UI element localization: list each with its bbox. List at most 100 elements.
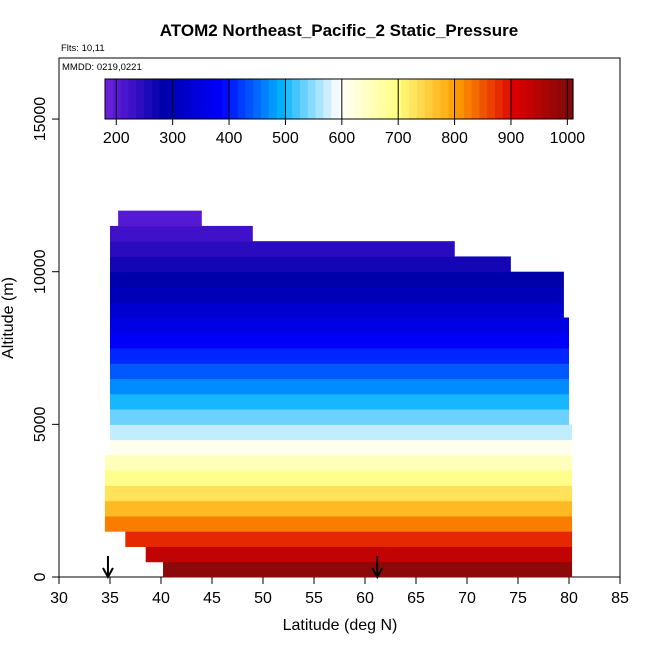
y-tick-label: 5000 [32, 406, 49, 442]
y-axis-label: Altitude (m) [0, 277, 17, 359]
pressure-cell [110, 256, 511, 273]
colorbar-ticks: 200 300 400 500 600 700 800 900 1000 [103, 79, 585, 147]
x-axis-ticks: 30 35 40 45 50 55 60 65 70 75 80 85 [50, 577, 629, 607]
pressure-cell [110, 409, 569, 425]
colorbar-swatch [448, 79, 457, 119]
y-tick-label: 10000 [32, 249, 49, 294]
colorbar-swatch [471, 79, 480, 119]
flight-arrows [102, 556, 384, 580]
colorbar-swatch [456, 79, 465, 119]
pressure-cell [110, 378, 569, 395]
colorbar-swatch [190, 79, 200, 119]
x-axis-label: Latitude (deg N) [283, 617, 398, 634]
arrow-head [371, 567, 384, 580]
pressure-cell [110, 286, 564, 303]
colorbar-swatch [541, 79, 551, 119]
colorbar-swatch [463, 79, 473, 119]
colorbar-tick-label: 300 [159, 130, 186, 147]
colorbar-swatch [105, 79, 114, 119]
y-tick-label: 0 [32, 572, 49, 581]
colorbar-swatch [268, 79, 278, 119]
colorbar-swatch [159, 79, 168, 119]
colorbar-swatch [549, 79, 558, 119]
pressure-cell [110, 225, 253, 242]
colorbar-tick-label: 500 [272, 130, 299, 147]
colorbar-swatch [307, 79, 317, 119]
x-tick-label: 80 [560, 590, 578, 607]
pressure-cell [110, 363, 569, 380]
colorbar-swatch [432, 79, 441, 119]
pressure-cell [110, 241, 455, 257]
pressure-cell [104, 500, 573, 517]
colorbar-tick-label: 600 [328, 130, 355, 147]
colorbar-tick-label: 900 [498, 130, 525, 147]
colorbar-swatch [331, 79, 340, 119]
colorbar-swatch [151, 79, 161, 119]
pressure-cell [104, 454, 573, 471]
pressure-cell [104, 485, 573, 502]
colorbar-swatch [339, 79, 348, 119]
data-cells [104, 210, 573, 578]
colorbar-tick-label: 200 [103, 130, 130, 147]
pressure-cell [104, 470, 573, 486]
colorbar-swatch [222, 79, 231, 119]
colorbar-swatch [557, 79, 566, 119]
pressure-cell [145, 546, 573, 563]
colorbar-swatch [292, 79, 301, 119]
pressure-cell [110, 317, 569, 334]
pressure-cell [110, 393, 569, 410]
colorbar-swatch [237, 79, 246, 119]
colorbar-swatch [229, 79, 239, 119]
flights-label: Flts: 10,11 [61, 43, 105, 54]
colorbar-swatch [261, 79, 270, 119]
x-tick-label: 70 [458, 590, 476, 607]
colorbar-swatch [284, 79, 293, 119]
arrow-head [102, 567, 114, 580]
x-tick-label: 75 [509, 590, 527, 607]
pressure-cell [110, 348, 569, 364]
colorbar-swatch [323, 79, 332, 119]
colorbar-swatch [495, 79, 504, 119]
x-tick-label: 55 [305, 590, 323, 607]
x-tick-label: 65 [407, 590, 425, 607]
colorbar-swatch [362, 79, 371, 119]
x-tick-label: 60 [356, 590, 374, 607]
x-tick-label: 85 [611, 590, 629, 607]
colorbar-swatch [346, 79, 356, 119]
colorbar-tick-label: 700 [385, 130, 412, 147]
chart-title: ATOM2 Northeast_Pacific_2 Static_Pressur… [160, 21, 518, 40]
colorbar-swatch [518, 79, 527, 119]
colorbar-swatch [479, 79, 488, 119]
colorbar-tick-label: 400 [216, 130, 243, 147]
x-tick-label: 35 [101, 590, 119, 607]
pressure-cell [110, 332, 569, 349]
colorbar-swatch [300, 79, 309, 119]
colorbar-swatch [245, 79, 254, 119]
pressure-cell [125, 531, 573, 547]
colorbar-swatch [378, 79, 387, 119]
colorbar-swatch [276, 79, 285, 119]
colorbar-swatch [370, 79, 379, 119]
colorbar-tick-label: 800 [441, 130, 468, 147]
colorbar-swatch [253, 79, 262, 119]
pressure-cell [118, 210, 202, 227]
colorbar-swatch [183, 79, 192, 119]
colorbar-swatch [112, 79, 122, 119]
colorbar-swatch [198, 79, 207, 119]
colorbar-swatch [526, 79, 535, 119]
pressure-cell [104, 515, 573, 532]
colorbar-frame [104, 78, 574, 120]
x-tick-label: 45 [203, 590, 221, 607]
colorbar-swatch [401, 79, 410, 119]
x-tick-label: 50 [254, 590, 272, 607]
colorbar-swatch [214, 79, 223, 119]
colorbar-swatch [424, 79, 434, 119]
colorbar-tick-label: 1000 [550, 130, 586, 147]
pressure-cell [163, 561, 573, 578]
pressure-cell [110, 439, 573, 456]
colorbar-swatch [417, 79, 426, 119]
colorbar-swatch [440, 79, 449, 119]
colorbar-swatch [487, 79, 496, 119]
colorbar-swatch [128, 79, 137, 119]
